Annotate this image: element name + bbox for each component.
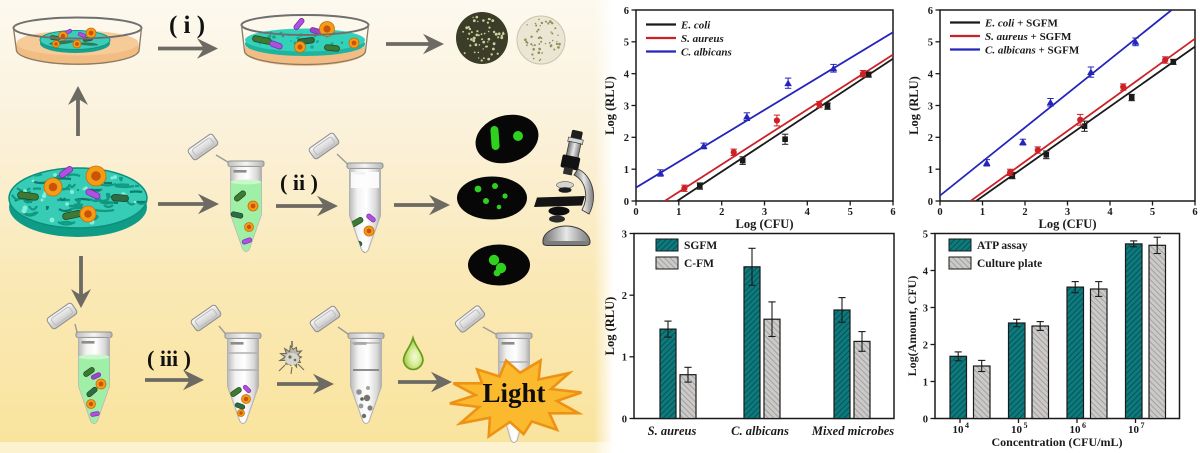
svg-text:Log (RLU): Log (RLU) [907, 76, 921, 135]
svg-text:ATP assay: ATP assay [977, 240, 1028, 252]
svg-text:3: 3 [1065, 207, 1070, 218]
svg-text:6: 6 [890, 207, 895, 218]
svg-text:SGFM: SGFM [684, 240, 717, 252]
svg-text:4: 4 [1107, 207, 1113, 218]
svg-text:3: 3 [622, 229, 627, 240]
svg-text:2: 2 [622, 291, 627, 302]
svg-text:10: 10 [1070, 424, 1082, 436]
svg-text:3: 3 [762, 207, 767, 218]
svg-text:10: 10 [1011, 424, 1023, 436]
svg-text:1: 1 [980, 207, 985, 218]
svg-text:4: 4 [805, 207, 811, 218]
svg-text:( i ): ( i ) [169, 12, 205, 39]
svg-text:C. albicans: C. albicans [681, 47, 732, 59]
svg-text:Concentration (CFU/mL): Concentration (CFU/mL) [992, 435, 1123, 449]
svg-text:7: 7 [1141, 421, 1145, 430]
svg-text:Light: Light [482, 378, 545, 408]
svg-text:2: 2 [719, 207, 724, 218]
svg-text:1: 1 [622, 353, 627, 364]
svg-text:Log (CFU): Log (CFU) [1039, 217, 1097, 231]
svg-text:C. albicans: C. albicans [731, 424, 789, 438]
svg-text:1: 1 [923, 377, 928, 388]
svg-text:6: 6 [1192, 207, 1197, 218]
svg-text:E. coli: E. coli [680, 20, 711, 32]
svg-text:0: 0 [624, 197, 629, 208]
svg-text:Log (RLU): Log (RLU) [603, 297, 617, 356]
svg-text:5: 5 [624, 38, 629, 49]
svg-text:10: 10 [953, 424, 965, 436]
svg-text:2: 2 [624, 133, 629, 144]
svg-text:( ii ): ( ii ) [280, 170, 318, 195]
svg-text:Log(Amount, CFU): Log(Amount, CFU) [905, 276, 919, 377]
svg-text:C. albicans + SGFM: C. albicans + SGFM [985, 45, 1080, 57]
svg-text:10: 10 [1128, 424, 1140, 436]
svg-text:3: 3 [928, 101, 933, 112]
svg-text:S. aureus + SGFM: S. aureus + SGFM [985, 31, 1072, 43]
svg-text:1: 1 [676, 207, 681, 218]
svg-text:4: 4 [923, 266, 929, 277]
svg-text:3: 3 [923, 303, 928, 314]
svg-text:Mixed microbes: Mixed microbes [811, 424, 894, 438]
svg-text:( iii ): ( iii ) [147, 346, 191, 371]
svg-text:S. aureus: S. aureus [648, 424, 697, 438]
svg-text:0: 0 [937, 207, 942, 218]
svg-text:0: 0 [633, 207, 638, 218]
svg-text:2: 2 [928, 133, 933, 144]
svg-text:5: 5 [928, 38, 933, 49]
svg-text:Log (RLU): Log (RLU) [603, 76, 617, 135]
svg-text:1: 1 [928, 165, 933, 176]
svg-text:6: 6 [624, 6, 629, 17]
svg-text:6: 6 [1082, 421, 1086, 430]
svg-text:6: 6 [928, 6, 933, 17]
svg-text:4: 4 [928, 70, 934, 81]
svg-text:E. coli + SGFM: E. coli + SGFM [984, 18, 1059, 30]
svg-text:5: 5 [923, 229, 928, 240]
svg-text:0: 0 [923, 414, 928, 425]
svg-text:5: 5 [848, 207, 853, 218]
svg-text:3: 3 [624, 101, 629, 112]
svg-text:4: 4 [965, 421, 969, 430]
svg-text:S. aureus: S. aureus [681, 33, 724, 45]
svg-text:4: 4 [624, 70, 630, 81]
svg-text:C-FM: C-FM [684, 258, 714, 270]
svg-text:Culture plate: Culture plate [977, 258, 1042, 270]
svg-text:5: 5 [1150, 207, 1155, 218]
svg-text:0: 0 [928, 197, 933, 208]
svg-text:Log (CFU): Log (CFU) [736, 217, 794, 231]
svg-text:1: 1 [624, 165, 629, 176]
svg-text:2: 2 [923, 340, 928, 351]
svg-text:0: 0 [622, 414, 627, 425]
svg-text:5: 5 [1024, 421, 1028, 430]
svg-text:2: 2 [1022, 207, 1027, 218]
